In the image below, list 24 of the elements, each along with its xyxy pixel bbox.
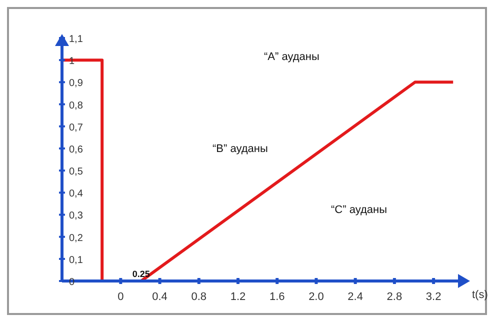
annotation: “A” ауданы xyxy=(264,50,320,63)
y-tick-label: 0,5 xyxy=(69,166,84,178)
x-tick-label: 0 xyxy=(118,291,124,303)
annotation: “B” ауданы xyxy=(212,143,268,156)
x-tick-label: 2.0 xyxy=(308,291,324,303)
y-tick-label: 1,1 xyxy=(69,34,84,45)
y-tick-label: 0,7 xyxy=(69,122,84,134)
annotation: “C” ауданы xyxy=(331,204,388,216)
x-tick-label: 2.8 xyxy=(386,291,402,303)
x-tick-label: 0.8 xyxy=(191,291,207,303)
x-tick-label: 1.6 xyxy=(269,291,285,303)
x-axis-title: t(s) xyxy=(472,289,488,301)
y-tick-label: 0,9 xyxy=(69,78,84,90)
y-tick-label: 0,3 xyxy=(69,210,84,222)
y-tick-label: 0,2 xyxy=(69,232,84,244)
x-tick-label: 3.2 xyxy=(426,291,442,303)
x-tick-label: 0.4 xyxy=(152,291,168,303)
y-tick-label: 0,4 xyxy=(69,188,84,200)
annotation: 0.25 xyxy=(132,269,150,279)
y-tick-label: 0,8 xyxy=(69,100,84,112)
x-tick-label: 2.4 xyxy=(348,291,363,303)
y-tick-label: 0,6 xyxy=(69,144,84,156)
x-tick-label: 1.2 xyxy=(230,291,246,303)
y-tick-label: 0,1 xyxy=(69,254,84,266)
